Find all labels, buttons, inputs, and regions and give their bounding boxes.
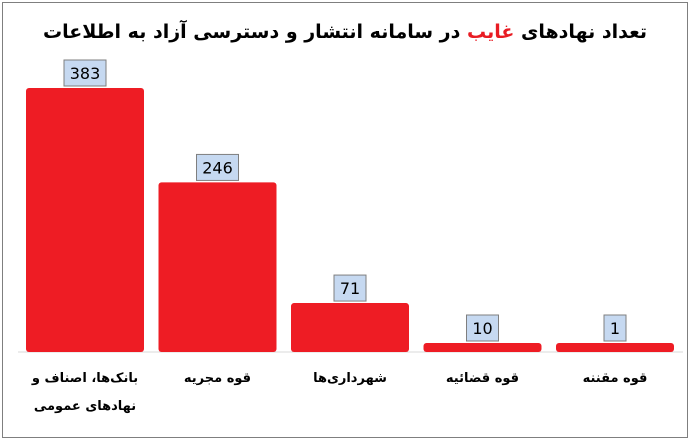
- value-label-2: 71: [340, 279, 360, 298]
- category-labels-group: بانک‌ها، اصناف و نهادهای عمومی قوه مجریه شه…: [31, 371, 648, 414]
- value-label-box-4: [603, 314, 627, 342]
- value-label-0: 383: [70, 64, 101, 83]
- bar-2: [291, 303, 409, 352]
- bar-1: [158, 182, 277, 352]
- value-label-box-0: [63, 59, 107, 87]
- bar-0: [26, 88, 144, 352]
- title-part-3: در سامانه انتشار و دسترسی آزاد به اطلاعا…: [43, 21, 467, 43]
- bar-4: [556, 343, 674, 352]
- category-label-4-line-0: قوه مقننه: [583, 371, 648, 386]
- category-label-0-line-1: نهادهای عمومی: [34, 399, 136, 414]
- value-labels-group: 383 246 71 10 1: [63, 59, 627, 342]
- value-label-3: 10: [472, 319, 492, 338]
- category-label-2-line-0: شهرداری‌ها: [313, 371, 387, 386]
- value-label-4: 1: [610, 319, 620, 338]
- bar-3: [423, 343, 542, 352]
- category-label-3-line-0: قوه قضائیه: [446, 371, 519, 386]
- bars-group: [26, 88, 674, 352]
- value-label-1: 246: [202, 158, 233, 177]
- value-label-box-2: [333, 274, 367, 302]
- category-label-0-line-0: بانک‌ها، اصناف و: [31, 371, 138, 386]
- chart-title: تعداد نهادهای غایب در سامانه انتشار و دس…: [3, 21, 687, 43]
- category-label-1-line-0: قوه مجریه: [184, 371, 251, 386]
- value-label-box-1: [196, 153, 239, 181]
- title-part-1: تعداد نهادهای: [514, 21, 647, 43]
- title-highlight-word: غایب: [466, 21, 515, 43]
- value-label-box-3: [466, 314, 499, 342]
